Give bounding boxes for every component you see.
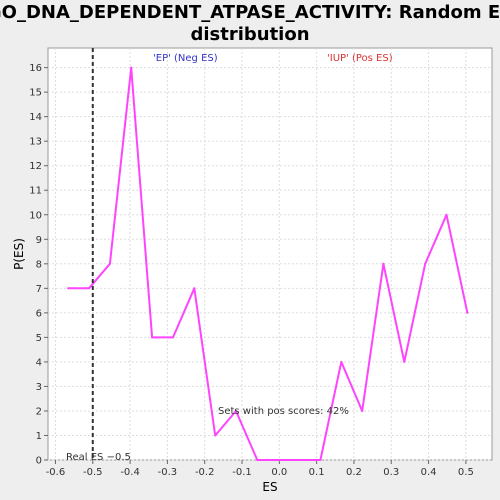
chart-title-line-2: distribution xyxy=(190,24,309,45)
real-es-label: Real ES −0.5 xyxy=(66,452,131,463)
data-point xyxy=(424,262,427,265)
y-tick-label: 15 xyxy=(29,88,42,99)
data-point xyxy=(340,360,343,363)
data-point xyxy=(445,213,448,216)
x-tick-label: -0.5 xyxy=(83,467,103,478)
y-tick-label: 12 xyxy=(29,161,42,172)
plot-area xyxy=(47,47,493,461)
chart-title-line-1: GO_DNA_DEPENDENT_ATPASE_ACTIVITY: Random… xyxy=(0,2,500,23)
series-line xyxy=(68,66,469,461)
x-tick-label: -0.6 xyxy=(46,467,66,478)
data-point xyxy=(256,459,259,461)
y-tick-label: 1 xyxy=(36,431,42,442)
y-tick-label: 14 xyxy=(29,112,42,123)
y-tick-label: 11 xyxy=(29,186,42,197)
x-tick-label: 0.0 xyxy=(271,467,287,478)
y-tick-label: 6 xyxy=(36,308,42,319)
data-point xyxy=(277,459,280,461)
data-point xyxy=(298,459,301,461)
data-point xyxy=(319,459,322,461)
data-point xyxy=(361,410,364,412)
x-tick-label: 0.4 xyxy=(421,467,437,478)
y-tick-label: 0 xyxy=(36,456,42,467)
x-tick-label: -0.1 xyxy=(232,467,252,478)
y-tick-label: 10 xyxy=(29,210,42,221)
x-axis-ticks: -0.6 -0.5 -0.4 -0.3 -0.2 -0.1 0.0 0.1 0.2 0.3 0.4 0… xyxy=(46,460,474,478)
pos-es-label: 'IUP' (Pos ES) xyxy=(327,53,393,64)
x-tick-label: 0.2 xyxy=(346,467,362,478)
y-tick-label: 2 xyxy=(36,406,42,417)
x-tick-label: 0.1 xyxy=(309,467,325,478)
y-tick-label: 4 xyxy=(36,357,42,368)
data-point xyxy=(235,410,237,412)
y-tick-label: 3 xyxy=(36,382,42,393)
x-tick-label: -0.4 xyxy=(120,467,140,478)
y-tick-label: 9 xyxy=(36,235,42,246)
data-point xyxy=(67,287,70,290)
x-tick-label: 0.3 xyxy=(383,467,399,478)
series-group xyxy=(67,66,469,461)
x-axis-label: ES xyxy=(262,480,277,494)
data-point xyxy=(172,336,174,339)
y-tick-label: 5 xyxy=(36,333,42,344)
y-axis-label: P(ES) xyxy=(12,238,26,270)
data-point xyxy=(214,434,217,437)
pos-scores-annotation: Sets with pos scores: 42% xyxy=(218,406,349,417)
y-tick-label: 16 xyxy=(29,63,42,74)
x-tick-label: -0.2 xyxy=(195,467,215,478)
neg-es-label: 'EP' (Neg ES) xyxy=(153,53,218,64)
data-point xyxy=(382,262,385,265)
data-point xyxy=(88,287,90,290)
y-tick-label: 13 xyxy=(29,137,42,148)
y-tick-label: 7 xyxy=(36,284,42,295)
data-point xyxy=(151,336,154,339)
x-tick-label: 0.5 xyxy=(458,467,474,478)
grid-lines xyxy=(48,48,492,461)
data-point xyxy=(108,262,111,265)
data-point xyxy=(403,360,406,363)
data-point xyxy=(466,311,469,314)
x-tick-label: -0.3 xyxy=(158,467,178,478)
y-tick-label: 8 xyxy=(36,259,42,270)
data-point xyxy=(130,66,133,69)
data-point xyxy=(193,287,196,290)
